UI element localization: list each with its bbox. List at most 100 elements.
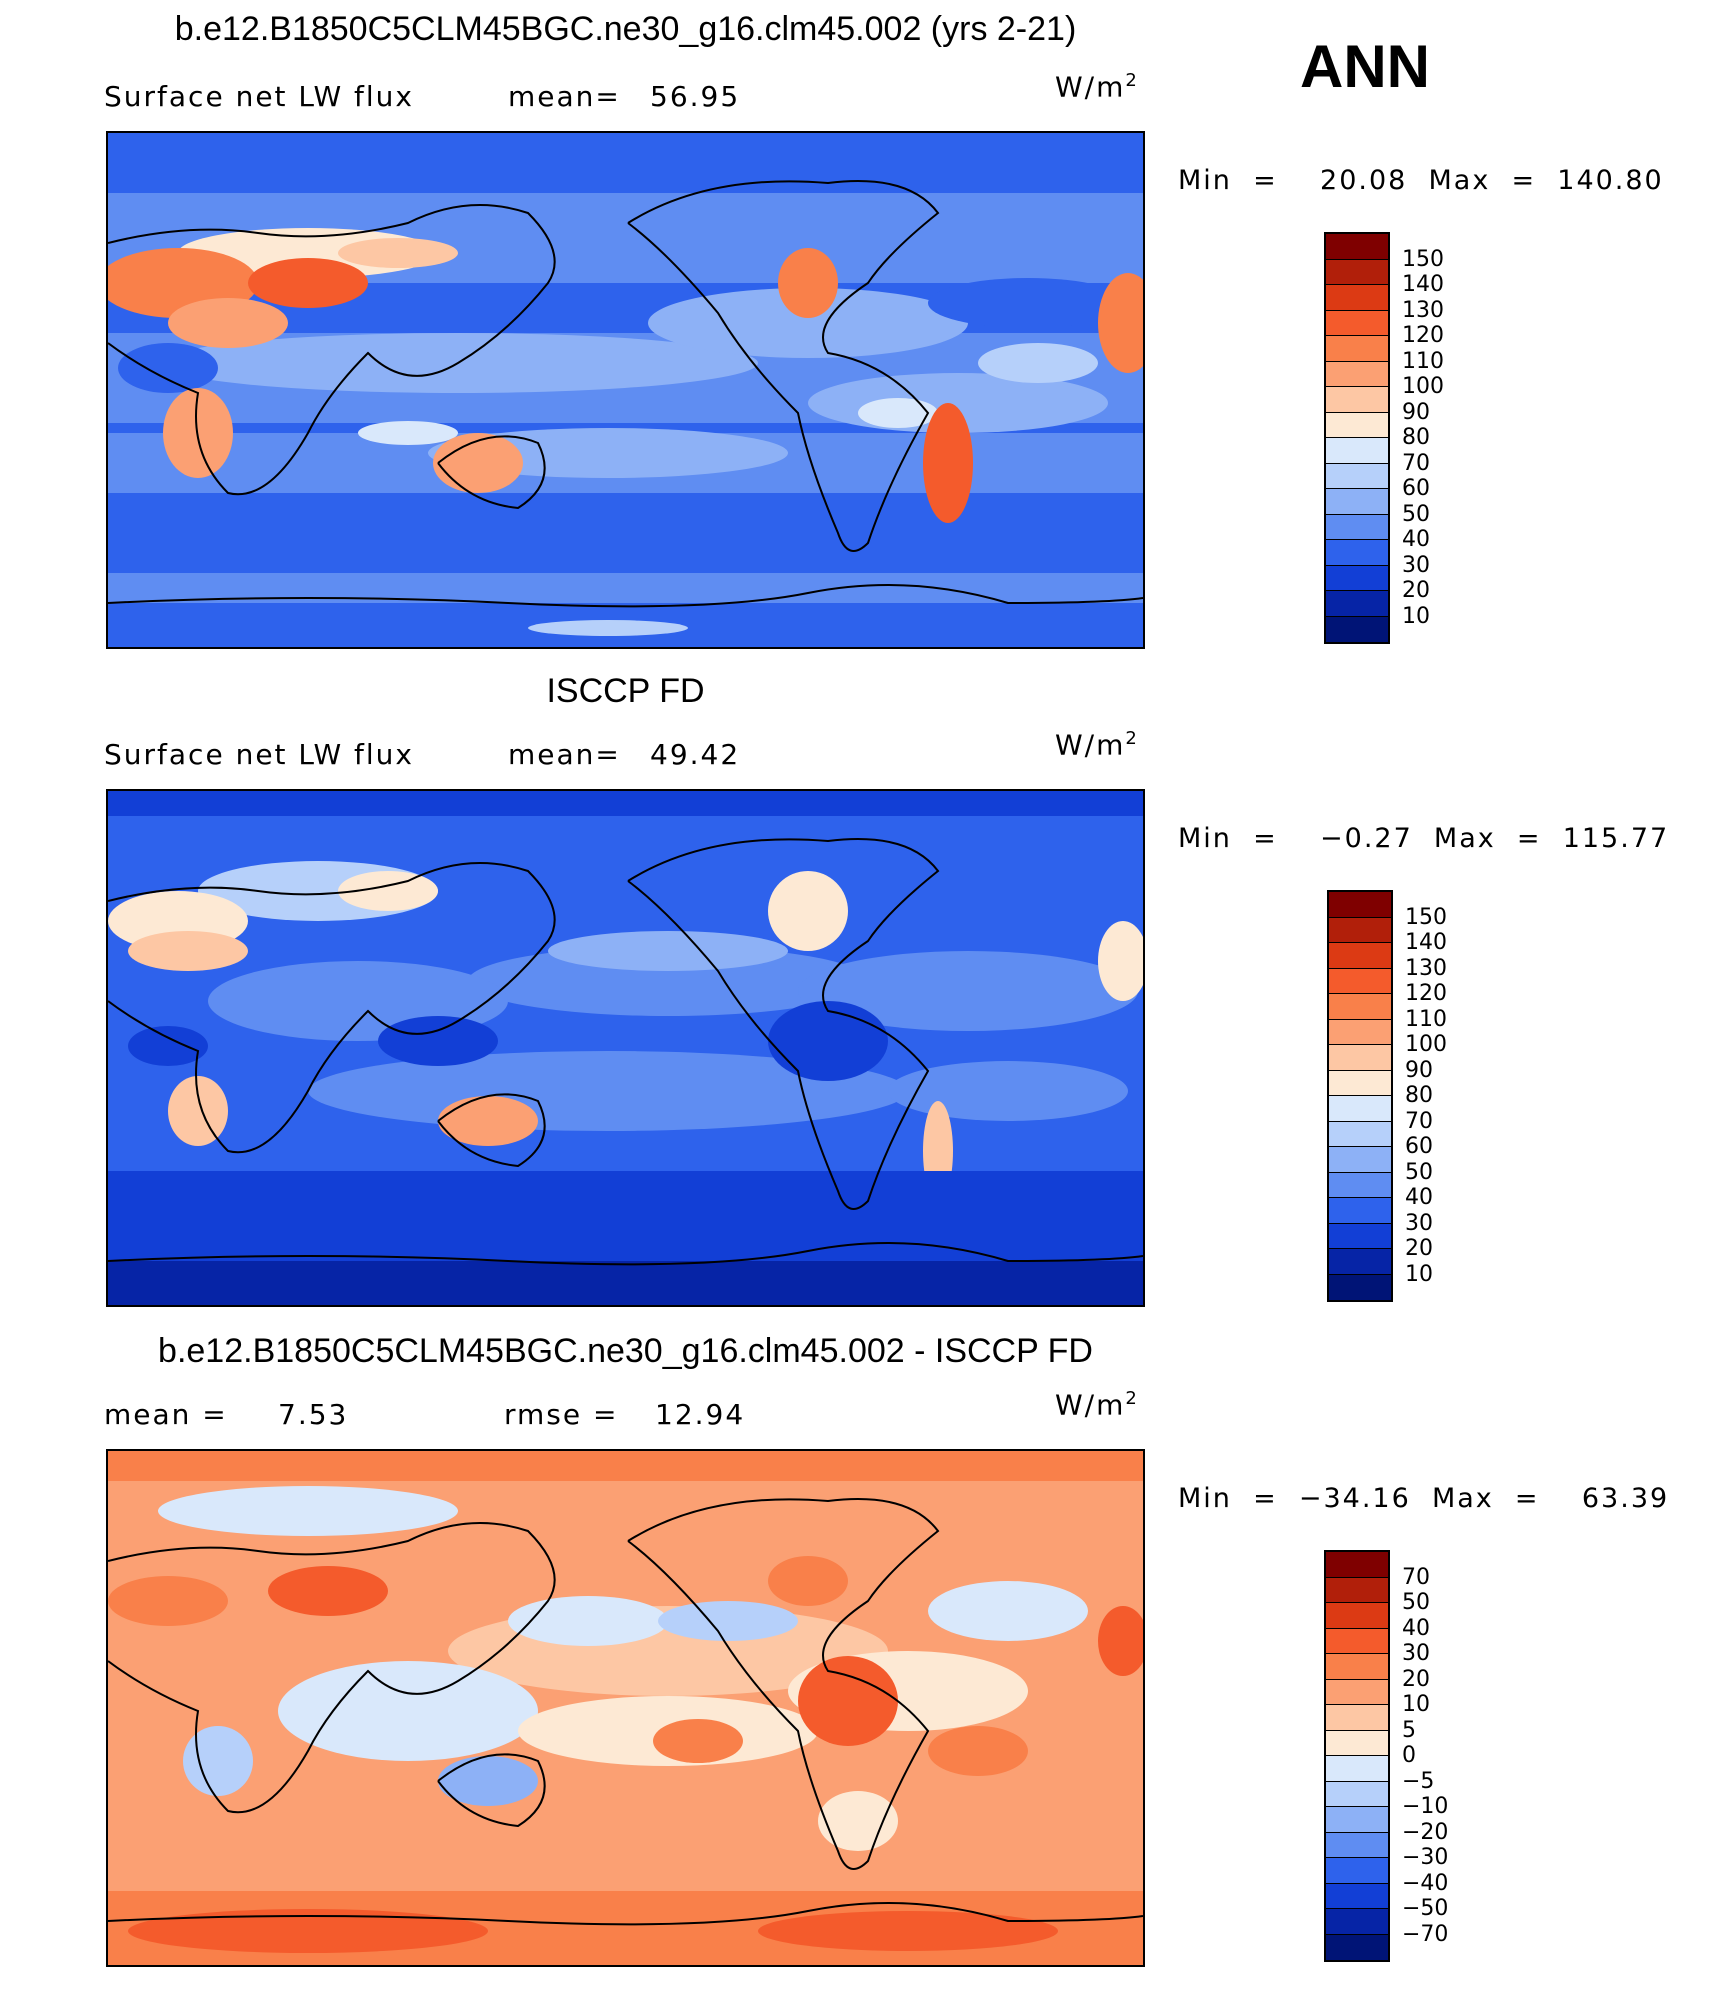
panel1-mean-label: mean= (508, 80, 621, 113)
panel3-minmax: Min = −34.16 Max = 63.39 (1178, 1483, 1670, 1514)
colorbar-swatch (1329, 1249, 1391, 1275)
colorbar-label: 150 (1405, 904, 1447, 930)
season-label: ANN (1300, 33, 1430, 100)
colorbar-swatch (1326, 336, 1388, 362)
colorbar-swatch (1329, 917, 1391, 943)
colorbar-label: −70 (1402, 1921, 1449, 1947)
colorbar-label: 140 (1405, 930, 1447, 955)
colorbar-label: 100 (1402, 374, 1444, 399)
colorbar-swatch (1326, 259, 1388, 285)
colorbar-label: −10 (1402, 1794, 1449, 1819)
colorbar-swatch (1326, 616, 1388, 642)
colorbar-label: 10 (1402, 1692, 1430, 1717)
colorbar-swatch (1326, 1577, 1388, 1603)
colorbar-label: 90 (1402, 399, 1430, 425)
colorbar-label: 30 (1405, 1210, 1433, 1236)
panel1-field-label: Surface net LW flux (104, 80, 414, 113)
colorbar-swatch (1326, 565, 1388, 591)
colorbar-swatch (1329, 1019, 1391, 1045)
colorbar-swatch (1326, 1679, 1388, 1705)
colorbar-label: 70 (1402, 1564, 1430, 1590)
colorbar-swatch (1326, 514, 1388, 540)
colorbar-label: 60 (1402, 476, 1430, 501)
colorbar-swatch (1326, 361, 1388, 387)
panel3-mean-value: 7.53 (278, 1398, 349, 1431)
colorbar-swatch (1329, 1070, 1391, 1096)
colorbar-label: 80 (1402, 425, 1430, 450)
colorbar-swatch (1326, 438, 1388, 464)
colorbar-swatch (1326, 1730, 1388, 1756)
colorbar-swatch (1326, 412, 1388, 438)
colorbar-swatch (1329, 1147, 1391, 1173)
colorbar-swatch (1326, 310, 1388, 336)
colorbar-label: 120 (1402, 323, 1444, 348)
colorbar-swatch (1326, 1832, 1388, 1858)
colorbar-label: 20 (1405, 1236, 1433, 1261)
panel3-map (106, 1449, 1145, 1967)
colorbar-swatch (1326, 540, 1388, 566)
colorbar-label: 70 (1402, 450, 1430, 476)
panel1-mean-value: 56.95 (650, 80, 741, 113)
colorbar-label: 90 (1405, 1057, 1433, 1083)
colorbar-swatch (1329, 1121, 1391, 1147)
panel3-unit: W/m2 (1055, 1388, 1139, 1422)
colorbar-label: 0 (1402, 1743, 1416, 1768)
colorbar-swatch (1326, 591, 1388, 617)
colorbar-swatch (1326, 1934, 1388, 1960)
colorbar-swatch (1326, 1628, 1388, 1654)
colorbar-label: 50 (1402, 1590, 1430, 1615)
colorbar-swatch (1326, 387, 1388, 413)
colorbar-label: −30 (1402, 1845, 1449, 1870)
panel3-title: b.e12.B1850C5CLM45BGC.ne30_g16.clm45.002… (158, 1332, 1093, 1370)
colorbar-label: 150 (1402, 246, 1444, 272)
colorbar-label: 130 (1405, 955, 1447, 981)
panel1-unit: W/m2 (1055, 70, 1139, 104)
colorbar-swatch (1329, 1274, 1391, 1300)
panel1-map (106, 131, 1145, 649)
colorbar-label: 110 (1405, 1006, 1447, 1032)
colorbar-swatch (1329, 1096, 1391, 1122)
colorbar-swatch (1326, 1654, 1388, 1680)
colorbar-label: −5 (1402, 1768, 1435, 1794)
colorbar-label: 100 (1405, 1032, 1447, 1057)
colorbar-label: 50 (1405, 1159, 1433, 1185)
colorbar-swatch (1326, 463, 1388, 489)
colorbar-swatch (1326, 1781, 1388, 1807)
colorbar-label: 20 (1402, 1666, 1430, 1692)
colorbar-label: 80 (1405, 1083, 1433, 1108)
panel2-field-label: Surface net LW flux (104, 738, 414, 771)
colorbar-label: 20 (1402, 578, 1430, 603)
panel1-minmax: Min = 20.08 Max = 140.80 (1178, 165, 1664, 196)
colorbar-swatch (1326, 234, 1388, 260)
colorbar-swatch (1329, 1045, 1391, 1071)
colorbar-swatch (1326, 1552, 1388, 1578)
colorbar-label: 30 (1402, 552, 1430, 578)
colorbar-swatch (1326, 285, 1388, 311)
colorbar-swatch (1329, 994, 1391, 1020)
colorbar-swatch (1329, 968, 1391, 994)
colorbar-swatch (1326, 1705, 1388, 1731)
colorbar-swatch (1326, 1603, 1388, 1629)
colorbar-label: −40 (1402, 1870, 1449, 1896)
colorbar-label: 130 (1402, 297, 1444, 323)
colorbar-swatch (1326, 1909, 1388, 1935)
panel3-mean-label: mean = (104, 1398, 228, 1431)
colorbar-swatch (1326, 1756, 1388, 1782)
colorbar-label: −50 (1402, 1896, 1449, 1921)
colorbar-label: 40 (1402, 1615, 1430, 1641)
colorbar-swatch (1326, 1807, 1388, 1833)
colorbar-label: 120 (1405, 981, 1447, 1006)
colorbar-label: 60 (1405, 1134, 1433, 1159)
panel2-map (106, 789, 1145, 1307)
panel2-unit: W/m2 (1055, 728, 1139, 762)
colorbar-swatch (1326, 489, 1388, 515)
colorbar-label: 140 (1402, 272, 1444, 297)
colorbar-swatch (1329, 892, 1391, 918)
colorbar-swatch (1329, 1172, 1391, 1198)
panel3-rmse-value: 12.94 (655, 1398, 746, 1431)
colorbar-label: 10 (1405, 1261, 1433, 1287)
colorbar-swatch (1326, 1883, 1388, 1909)
colorbar-swatch (1329, 943, 1391, 969)
panel3-rmse-label: rmse = (504, 1398, 619, 1431)
colorbar-label: −20 (1402, 1819, 1449, 1845)
